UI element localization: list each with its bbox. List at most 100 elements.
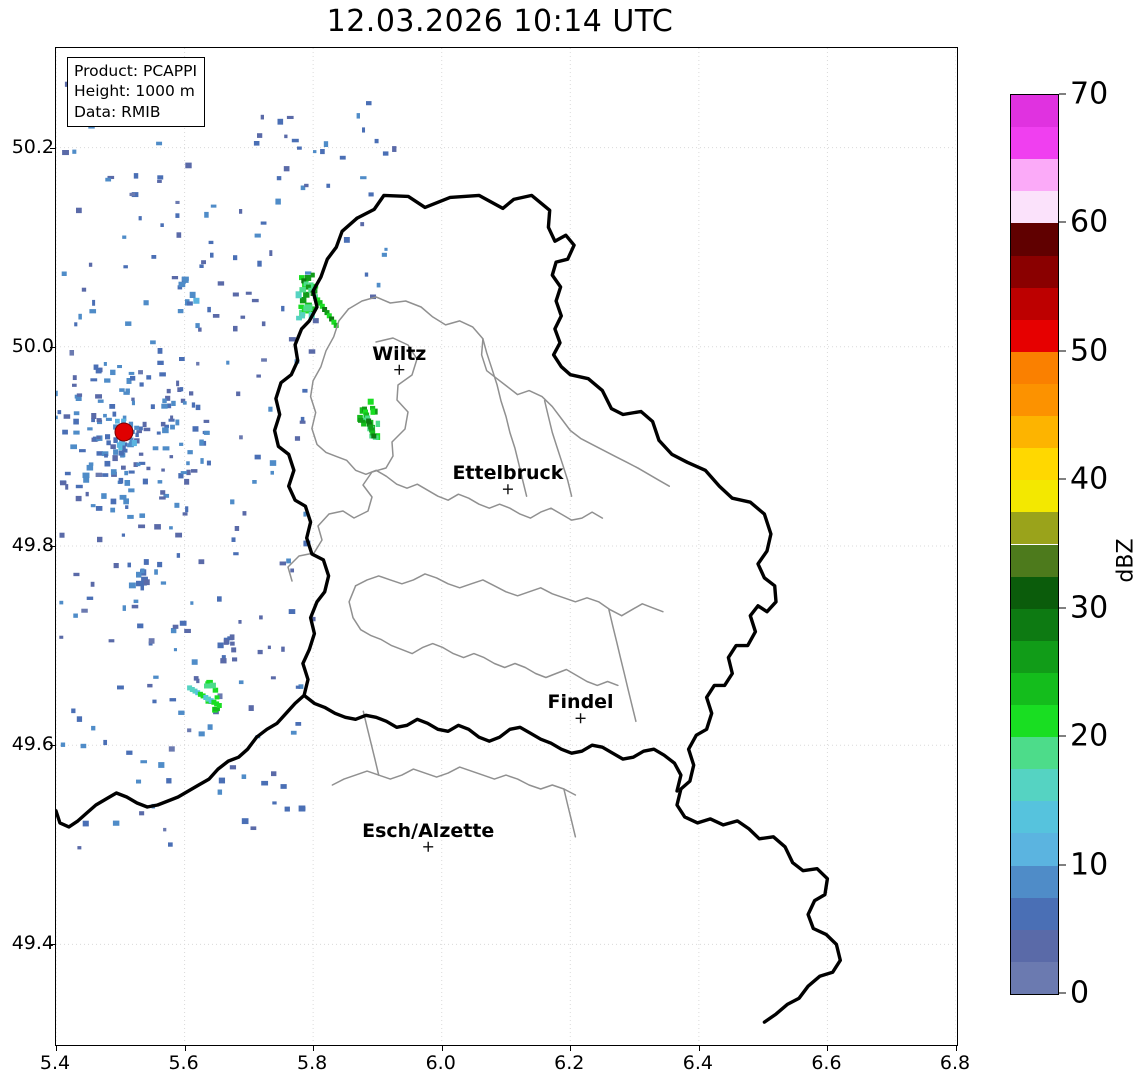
echo-pixel bbox=[75, 395, 82, 401]
echo-pixel bbox=[286, 558, 291, 564]
echo-pixel bbox=[161, 403, 168, 409]
echo-pixel bbox=[375, 420, 381, 427]
echo-pixel bbox=[301, 806, 306, 811]
echo-pixel bbox=[76, 393, 83, 397]
echo-pixel bbox=[295, 291, 302, 299]
echo-pixel bbox=[229, 634, 235, 640]
echo-pixel bbox=[283, 166, 290, 172]
echo-pixel bbox=[113, 437, 118, 444]
echo-pixel bbox=[299, 420, 306, 424]
colorbar-tick bbox=[1059, 607, 1066, 609]
colorbar-segment-27 bbox=[1011, 961, 1058, 994]
echo-pixel bbox=[158, 762, 165, 768]
echo-pixel bbox=[129, 437, 134, 443]
echo-pixel bbox=[159, 372, 166, 377]
echo-pixel bbox=[166, 388, 171, 394]
echo-pixel bbox=[362, 406, 367, 412]
radar-map-panel[interactable]: Product: PCAPPI Height: 1000 m Data: RMI… bbox=[50, 47, 958, 1051]
echo-pixel bbox=[112, 820, 120, 826]
colorbar-segment-20 bbox=[1011, 737, 1058, 770]
echo-pixel bbox=[91, 725, 96, 731]
city-markers bbox=[394, 364, 586, 852]
echo-pixel bbox=[136, 580, 143, 587]
echo-pixel bbox=[133, 599, 139, 604]
echo-pixel bbox=[196, 361, 200, 366]
colorbar[interactable] bbox=[1010, 94, 1059, 995]
echo-pixel bbox=[117, 685, 124, 690]
radar-site-marker[interactable] bbox=[114, 422, 133, 442]
echo-pixel bbox=[191, 402, 196, 408]
echo-pixel bbox=[203, 419, 210, 423]
echo-pixel bbox=[56, 415, 58, 420]
echo-pixel bbox=[240, 315, 246, 319]
echo-pixel bbox=[177, 285, 183, 290]
echo-pixel bbox=[192, 426, 199, 432]
echo-pixel bbox=[108, 639, 115, 643]
echo-pixel bbox=[65, 484, 69, 490]
echo-pixel bbox=[163, 827, 167, 832]
echo-pixel bbox=[269, 460, 277, 466]
echo-pixel bbox=[56, 390, 58, 397]
echo-pixel bbox=[360, 222, 365, 227]
echo-pixel bbox=[97, 536, 103, 543]
colorbar-tick-label-3: 40 bbox=[1070, 461, 1109, 497]
echo-pixel bbox=[201, 260, 207, 265]
y-tick-label-1: 50.0 bbox=[11, 334, 54, 357]
y-tick bbox=[50, 346, 56, 348]
echo-pixel bbox=[261, 321, 266, 327]
echo-pixel bbox=[119, 494, 127, 500]
echo-pixel bbox=[272, 801, 277, 805]
colorbar-tick bbox=[1059, 992, 1066, 994]
echo-pixel bbox=[193, 297, 200, 304]
echo-pixel bbox=[212, 687, 219, 693]
echo-pixel bbox=[176, 553, 181, 558]
colorbar-tick bbox=[1059, 93, 1066, 95]
echo-pixel bbox=[153, 675, 159, 679]
echo-pixel bbox=[298, 304, 304, 309]
echo-pixel bbox=[242, 511, 247, 516]
echo-pixel bbox=[77, 846, 82, 850]
echo-pixel bbox=[366, 101, 372, 106]
echo-pixel bbox=[261, 358, 267, 362]
echo-pixel bbox=[196, 678, 200, 684]
echo-pixel bbox=[161, 468, 165, 472]
echo-pixel bbox=[370, 408, 376, 415]
echo-pixel bbox=[269, 250, 273, 256]
echo-pixel bbox=[103, 362, 107, 366]
canton-border-2 bbox=[482, 338, 528, 497]
echo-pixel bbox=[370, 430, 376, 436]
page-title: 12.03.2026 10:14 UTC bbox=[326, 4, 674, 39]
echo-pixel bbox=[157, 360, 164, 365]
city-cross-0 bbox=[394, 364, 405, 375]
echo-pixel bbox=[142, 421, 147, 428]
echo-pixel bbox=[343, 237, 350, 243]
echo-pixel bbox=[185, 162, 192, 169]
echo-pixel bbox=[118, 450, 124, 456]
echo-pixel bbox=[259, 615, 263, 620]
echo-pixel bbox=[105, 434, 111, 440]
echo-pixel bbox=[364, 412, 370, 418]
echo-pixel bbox=[179, 620, 187, 626]
echo-pixel bbox=[358, 417, 365, 423]
echo-pixel bbox=[241, 774, 247, 779]
echo-pixel bbox=[71, 708, 76, 714]
canton-border-8 bbox=[563, 788, 577, 838]
x-tick-label-4: 6.2 bbox=[554, 1052, 585, 1074]
y-tick-label-4: 49.4 bbox=[11, 932, 54, 955]
echo-pixel bbox=[217, 642, 224, 649]
echo-pixel bbox=[115, 418, 120, 424]
echo-pixel bbox=[152, 699, 157, 704]
colorbar-segment-22 bbox=[1011, 801, 1058, 834]
echo-pixel bbox=[299, 275, 304, 281]
echo-pixel bbox=[276, 176, 282, 181]
echo-pixel bbox=[113, 563, 119, 569]
canton-border-4 bbox=[354, 573, 623, 617]
x-tick bbox=[441, 1045, 443, 1051]
echo-pixel bbox=[95, 506, 103, 511]
colorbar-segment-10 bbox=[1011, 416, 1058, 449]
echo-pixel bbox=[197, 691, 203, 697]
echo-pixel bbox=[189, 687, 195, 692]
echo-pixel bbox=[131, 397, 135, 402]
echo-pixel bbox=[95, 367, 102, 374]
echo-pixel bbox=[162, 427, 169, 434]
